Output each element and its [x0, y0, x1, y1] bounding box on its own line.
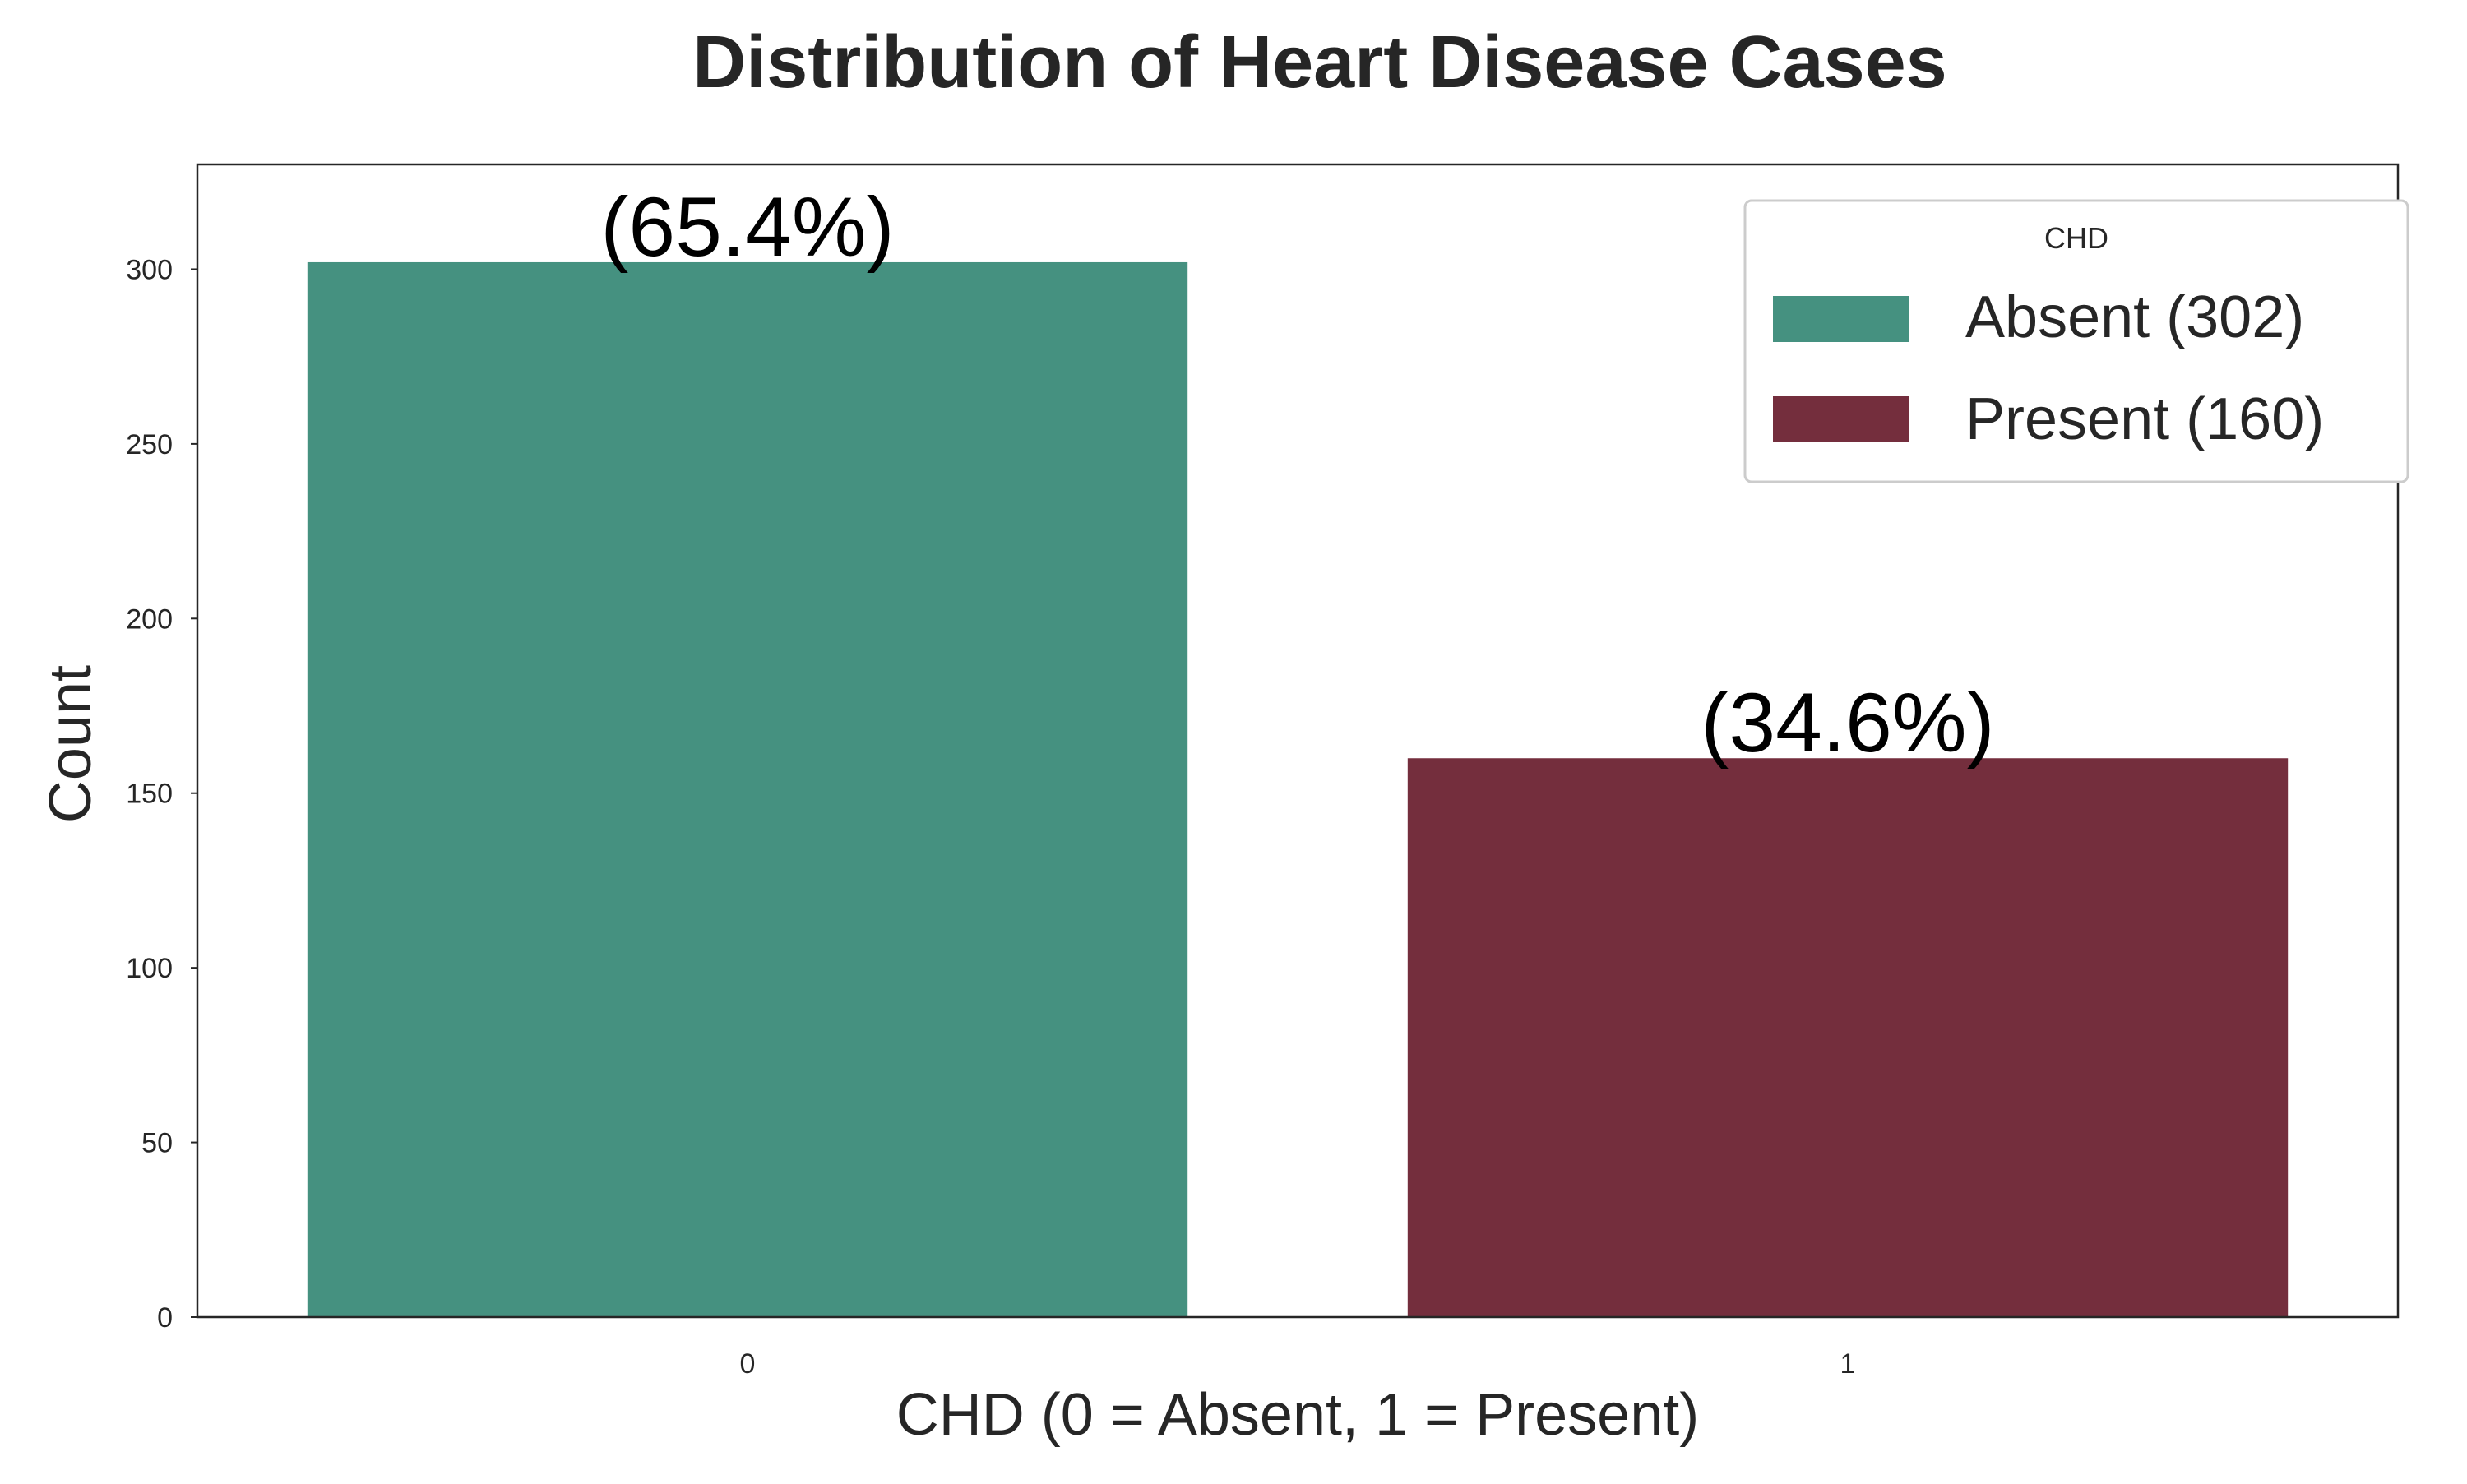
bar-label-1: (34.6%): [1701, 676, 1994, 770]
y-tick-label: 250: [126, 429, 173, 460]
x-axis-label: CHD (0 = Absent, 1 = Present): [896, 1382, 1699, 1448]
y-axis-label: Count: [38, 665, 104, 823]
y-axis-ticks: 0 50 100 150 200 250 300: [126, 254, 197, 1334]
x-tick-label: 0: [740, 1348, 756, 1380]
y-tick-label: 200: [126, 603, 173, 635]
y-tick-label: 50: [141, 1128, 173, 1159]
plot-area-frame: [196, 163, 2400, 1319]
y-tick-label: 0: [157, 1302, 173, 1334]
legend: CHD Absent (302) Present (160): [1743, 199, 2409, 483]
y-tick-label: 100: [126, 953, 173, 984]
chart-title: Distribution of Heart Disease Cases: [692, 21, 1946, 104]
bar-0: [307, 261, 1188, 1318]
x-tick-label: 1: [1840, 1348, 1856, 1380]
legend-title: CHD: [2044, 221, 2108, 255]
y-tick-label: 300: [126, 254, 173, 285]
y-tick-label: 150: [126, 779, 173, 810]
bars-layer: [307, 261, 2289, 1318]
legend-label-absent: Absent (302): [1965, 284, 2304, 350]
legend-box: [1743, 199, 2409, 483]
bar-1: [1407, 758, 2289, 1317]
legend-swatch-present: [1773, 396, 1909, 442]
bar-labels-layer: (65.4%) (34.6%): [600, 180, 1994, 770]
legend-label-present: Present (160): [1965, 386, 2324, 452]
bar-label-0: (65.4%): [600, 180, 894, 274]
legend-swatch-absent: [1773, 296, 1909, 342]
